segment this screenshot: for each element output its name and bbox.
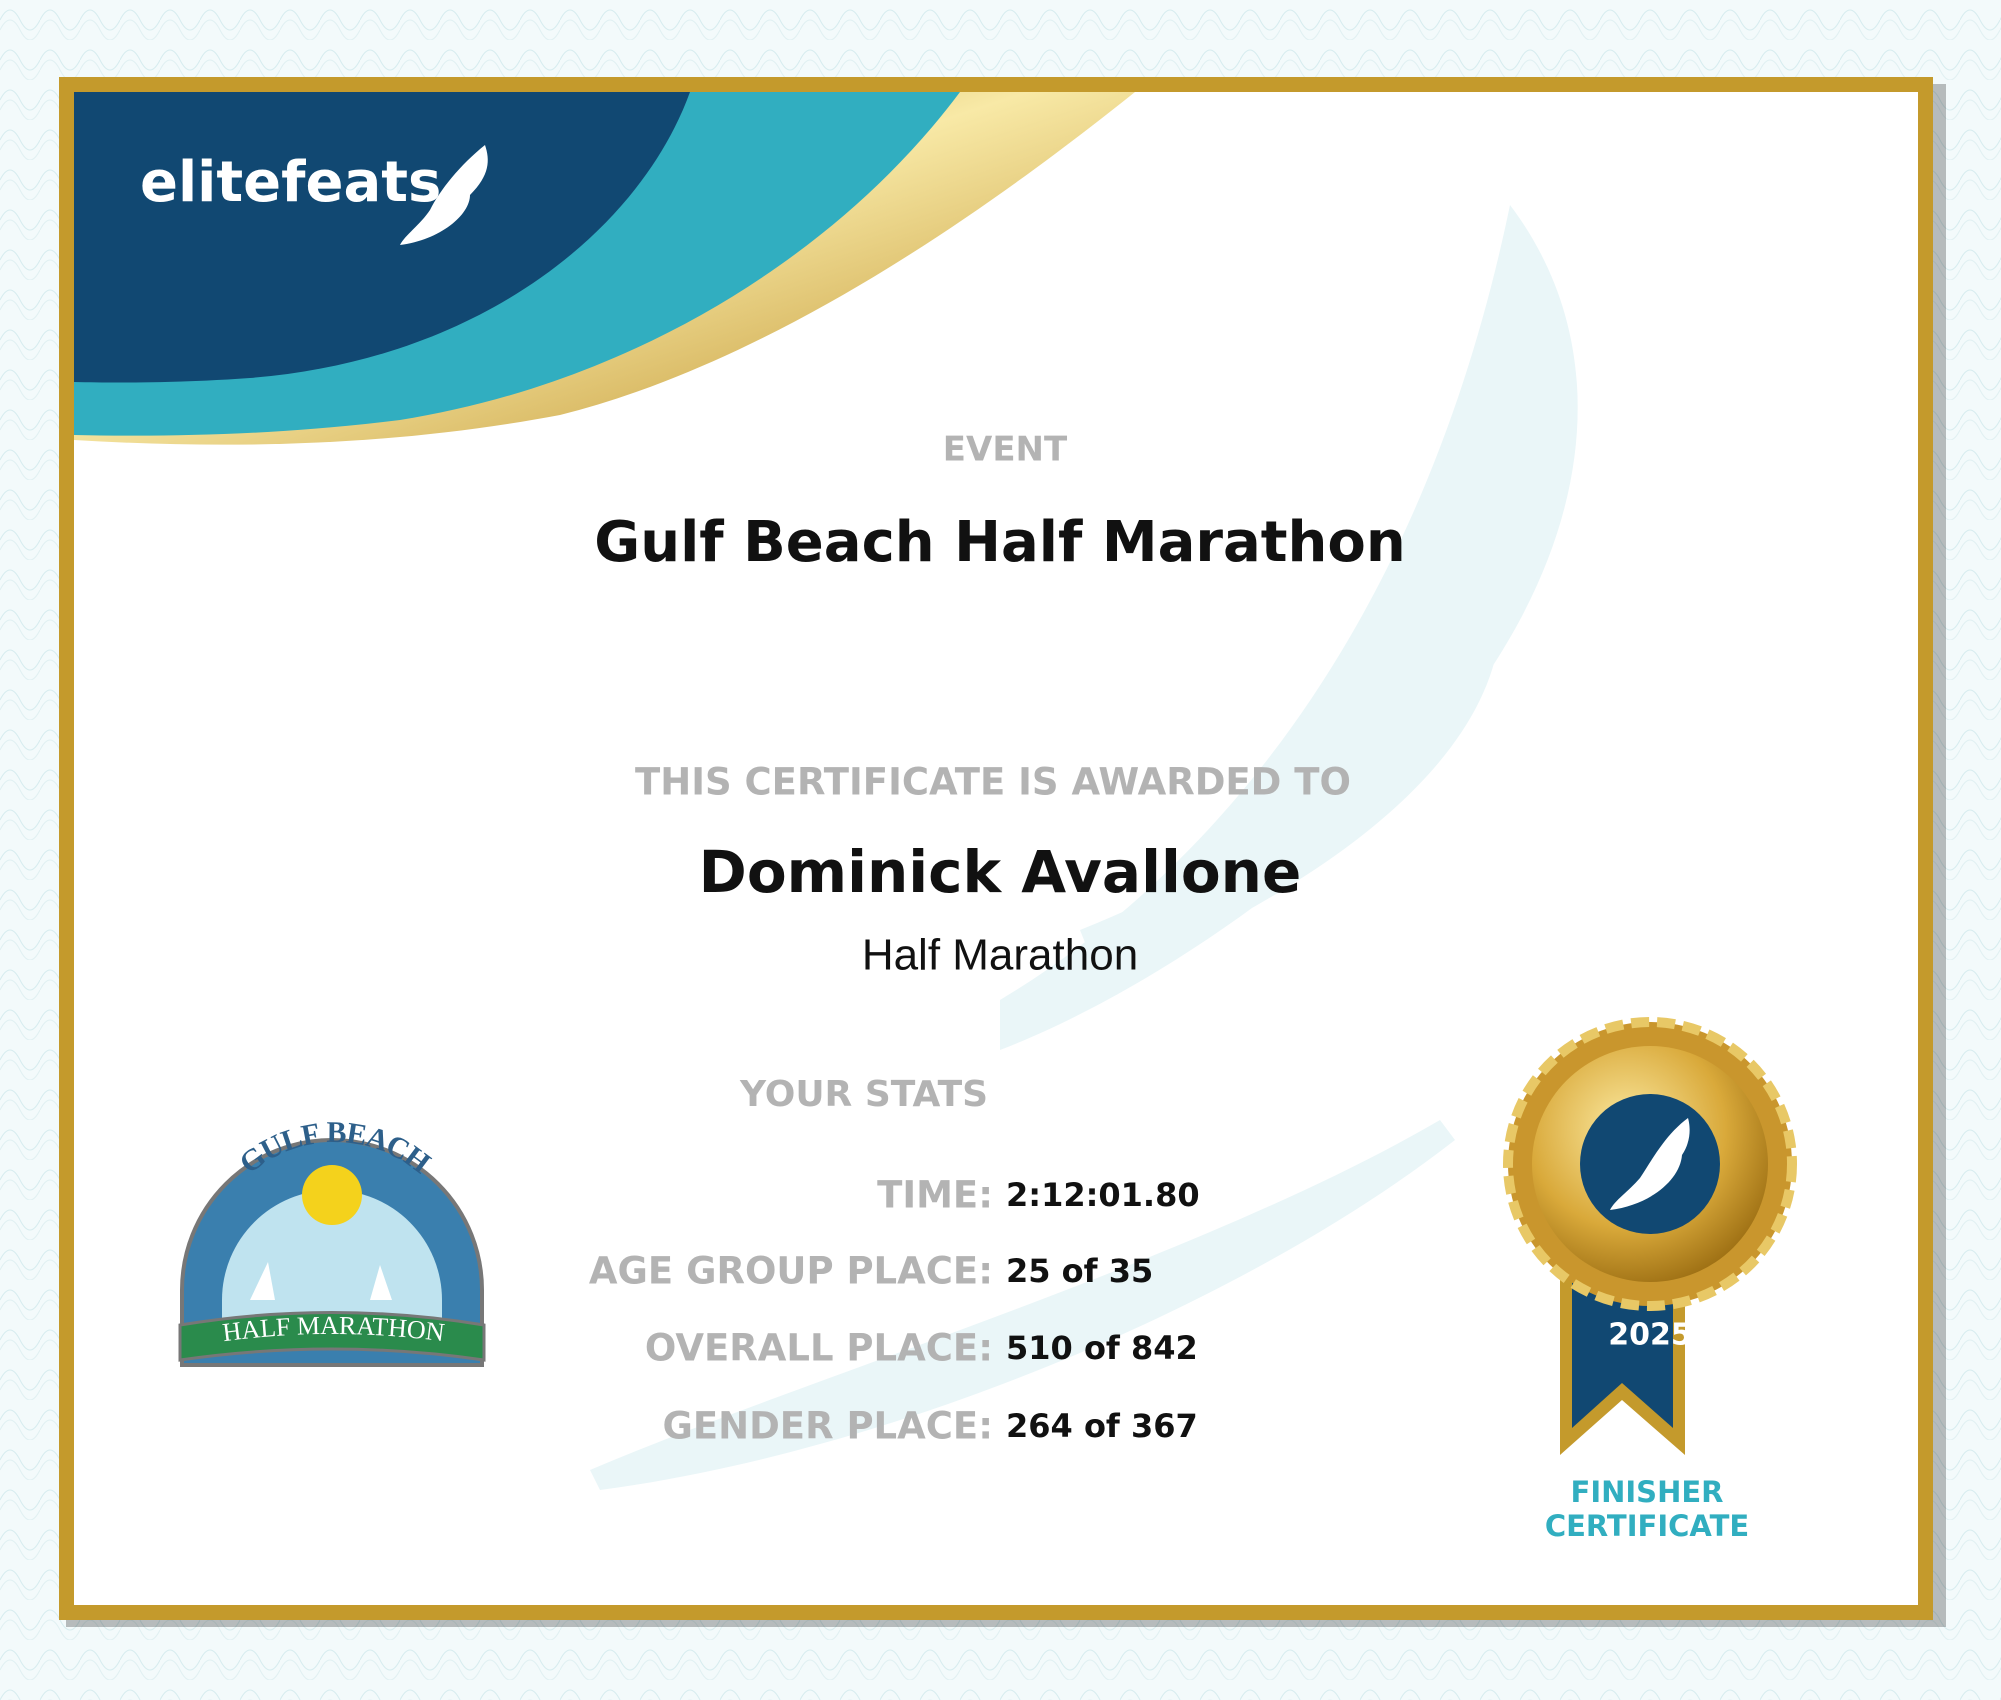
- badge-line1: FINISHER: [1571, 1475, 1724, 1509]
- badge-year: 2025: [1608, 1318, 1692, 1353]
- stat-label: OVERALL PLACE:: [645, 1327, 993, 1370]
- recipient-name: Dominick Avallone: [699, 838, 1302, 906]
- stat-value: 2:12:01.80: [1006, 1176, 1200, 1214]
- watermark: [1000, 205, 1578, 1050]
- stat-value: 510 of 842: [1006, 1329, 1198, 1367]
- brand-logo: elitefeats: [140, 150, 441, 215]
- stats-table: TIME: 2:12:01.80 AGE GROUP PLACE: 25 of 35 O…: [589, 1174, 1200, 1448]
- event-logo: GULF BEACH HALF MARATHON: [178, 1116, 486, 1367]
- badge: 2025 FINISHER CERTIFICATE: [1503, 1017, 1797, 1543]
- stat-value: 25 of 35: [1006, 1252, 1153, 1290]
- stat-label: GENDER PLACE:: [662, 1405, 993, 1448]
- stat-label: AGE GROUP PLACE:: [589, 1250, 993, 1293]
- watermark: [590, 1120, 1455, 1490]
- stats-label: YOUR STATS: [739, 1074, 988, 1115]
- stat-value: 264 of 367: [1006, 1407, 1198, 1445]
- event-name: Gulf Beach Half Marathon: [594, 510, 1406, 575]
- event-label: EVENT: [943, 430, 1068, 470]
- brand-wing: [400, 145, 488, 245]
- race-name: Half Marathon: [862, 931, 1138, 980]
- watermark: [1080, 590, 1502, 980]
- header-blue: [74, 92, 690, 383]
- award-label: THIS CERTIFICATE IS AWARDED TO: [635, 761, 1351, 804]
- stat-label: TIME:: [877, 1174, 993, 1217]
- badge-line2: CERTIFICATE: [1545, 1509, 1749, 1543]
